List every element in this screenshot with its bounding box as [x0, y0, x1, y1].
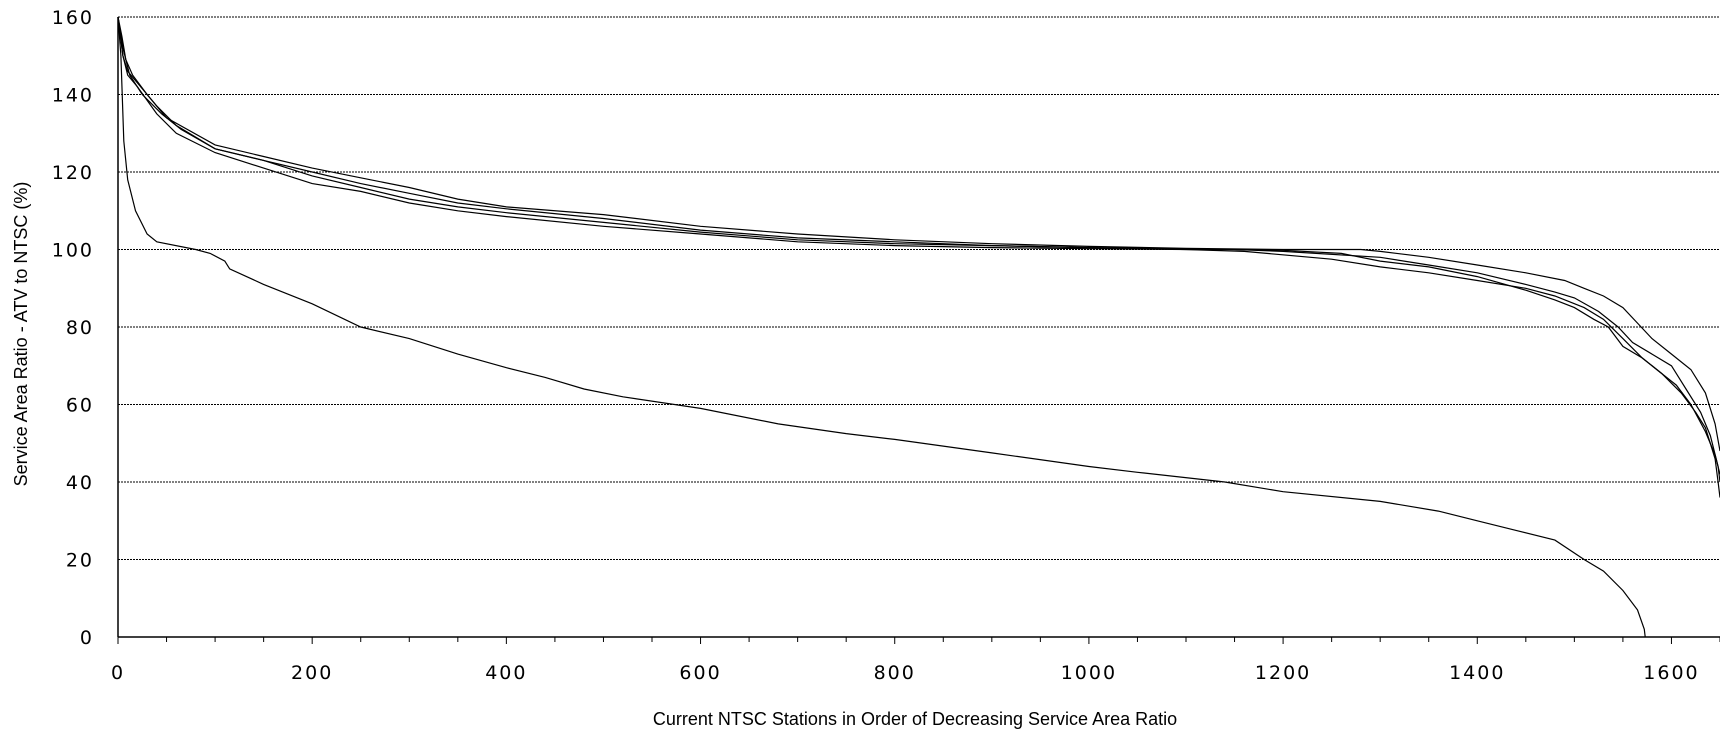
y-tick-label-80: 80 [66, 317, 94, 339]
x-tick-label-0: 0 [111, 662, 125, 684]
y-tick-labels: 0 20 40 60 80 100 120 140 160 [52, 7, 94, 649]
x-tick-label-1200: 1200 [1255, 662, 1311, 684]
y-tick-label-20: 20 [66, 550, 94, 572]
x-tick-label-400: 400 [485, 662, 527, 684]
tick-marks [117, 637, 1720, 644]
x-tick-label-1000: 1000 [1061, 662, 1117, 684]
x-tick-label-1600: 1600 [1643, 662, 1699, 684]
series-line-2 [117, 16, 1720, 498]
y-tick-label-60: 60 [66, 395, 94, 417]
series-line-5 [117, 16, 1720, 452]
x-tick-label-800: 800 [874, 662, 916, 684]
y-tick-label-0: 0 [80, 627, 94, 649]
series-lines [117, 16, 1720, 638]
series-line-4 [117, 16, 1720, 475]
x-axis-title: Current NTSC Stations in Order of Decrea… [653, 709, 1177, 729]
x-tick-label-1400: 1400 [1449, 662, 1505, 684]
x-tick-label-200: 200 [291, 662, 333, 684]
y-tick-label-40: 40 [66, 472, 94, 494]
y-tick-label-100: 100 [52, 240, 94, 262]
y-tick-label-120: 120 [52, 162, 94, 184]
y-tick-label-140: 140 [52, 85, 94, 107]
x-tick-label-600: 600 [679, 662, 721, 684]
gridlines [118, 16, 1720, 560]
series-line-1 [117, 16, 1646, 638]
y-tick-label-160: 160 [52, 7, 94, 29]
x-tick-labels: 0 200 400 600 800 1000 1200 1400 1600 [111, 662, 1699, 684]
y-axis-title: Service Area Ratio - ATV to NTSC (%) [11, 182, 31, 487]
axes [117, 17, 1720, 638]
